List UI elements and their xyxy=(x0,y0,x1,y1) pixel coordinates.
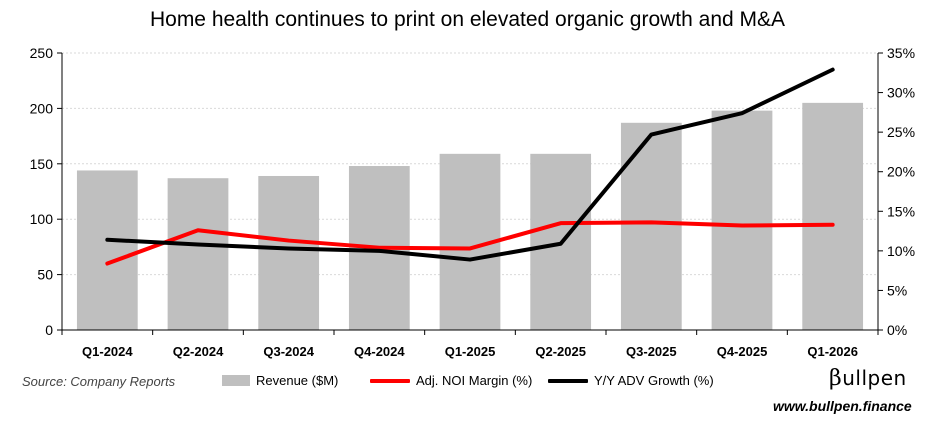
right-tick-label: 25% xyxy=(887,124,915,140)
brand-url: www.bullpen.finance xyxy=(773,398,912,414)
legend-swatch-noi-margin xyxy=(370,378,410,383)
tick-labels: 0 50 100 150 200 250 0% 5% 10% 15% 20% 25% 30% 35% Q1-… xyxy=(30,45,915,359)
revenue-bar xyxy=(620,122,682,330)
legend-label-adv-growth: Y/Y ADV Growth (%) xyxy=(594,373,714,388)
right-tick-label: 0% xyxy=(887,322,907,338)
line-series xyxy=(105,67,835,266)
noi-margin-line xyxy=(105,220,835,266)
left-tick-label: 50 xyxy=(37,267,53,283)
left-tick-label: 200 xyxy=(30,100,54,116)
legend-swatch-revenue xyxy=(222,375,250,386)
brand-name: ullpen xyxy=(842,366,907,390)
left-tick-label: 150 xyxy=(30,156,54,172)
left-tick-label: 250 xyxy=(30,45,54,61)
category-label: Q1-2026 xyxy=(807,344,858,359)
left-tick-label: 0 xyxy=(45,322,53,338)
brand-logo: βullpen xyxy=(829,366,907,391)
legend-item-noi-margin: Adj. NOI Margin (%) xyxy=(370,373,532,388)
chart-title: Home health continues to print on elevat… xyxy=(149,8,786,31)
right-tick-label: 30% xyxy=(887,85,915,101)
category-label: Q1-2024 xyxy=(82,344,133,359)
category-label: Q4-2025 xyxy=(717,344,768,359)
revenue-bar xyxy=(76,170,138,330)
category-label: Q3-2024 xyxy=(263,344,314,359)
revenue-bar xyxy=(167,178,229,330)
legend-item-revenue: Revenue ($M) xyxy=(222,373,338,388)
chart-plot: 0 50 100 150 200 250 0% 5% 10% 15% 20% 25% 30% 35% Q1-… xyxy=(30,45,915,359)
source-note: Source: Company Reports xyxy=(22,374,176,389)
right-tick-label: 5% xyxy=(887,282,907,298)
legend-label-revenue: Revenue ($M) xyxy=(256,373,339,388)
revenue-bars xyxy=(76,102,864,330)
category-label: Q3-2025 xyxy=(626,344,677,359)
right-tick-label: 15% xyxy=(887,203,915,219)
revenue-bar xyxy=(711,110,773,330)
revenue-bar xyxy=(258,175,320,330)
legend-item-adv-growth: Y/Y ADV Growth (%) xyxy=(548,373,714,388)
category-label: Q1-2025 xyxy=(445,344,496,359)
left-tick-label: 100 xyxy=(30,211,54,227)
legend-label-noi-margin: Adj. NOI Margin (%) xyxy=(416,373,533,388)
brand-initial: β xyxy=(829,366,843,391)
category-label: Q2-2025 xyxy=(535,344,586,359)
axes xyxy=(57,52,883,335)
right-tick-label: 10% xyxy=(887,243,915,259)
right-tick-label: 35% xyxy=(887,45,915,61)
adv-growth-line xyxy=(105,67,835,262)
revenue-bar xyxy=(802,102,864,330)
category-label: Q2-2024 xyxy=(173,344,224,359)
legend-swatch-adv-growth xyxy=(548,378,588,383)
category-label: Q4-2024 xyxy=(354,344,405,359)
right-tick-label: 20% xyxy=(887,164,915,180)
